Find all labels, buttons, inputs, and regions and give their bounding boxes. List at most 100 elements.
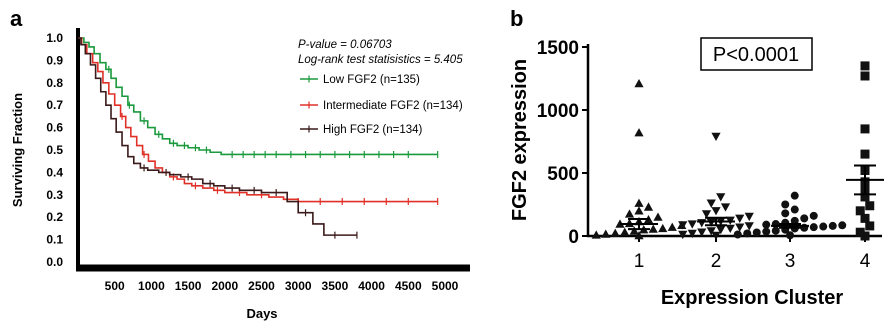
y-axis-label: Surviving Fraction <box>10 93 25 207</box>
x-tick-label: 4000 <box>358 279 385 293</box>
data-point <box>634 231 644 240</box>
data-point <box>634 128 644 137</box>
y-tick-label: 0.1 <box>46 233 63 247</box>
data-point <box>733 230 742 239</box>
data-point <box>735 223 745 232</box>
survival-curve-0 <box>78 37 438 156</box>
group-2 <box>733 191 847 240</box>
data-point <box>762 227 771 236</box>
y-tick-label: 0.7 <box>46 98 63 112</box>
data-point <box>771 226 780 235</box>
panel-letter-a: a <box>10 6 23 31</box>
y-tick-label: 0.0 <box>46 255 63 269</box>
panel-letter-b: b <box>510 6 523 31</box>
data-point <box>838 221 847 230</box>
legend-entry-0: Low FGF2 (n=135) <box>300 74 420 86</box>
data-point <box>601 229 611 238</box>
y-tick-label: 0.3 <box>46 188 63 202</box>
x-tick-label: 1 <box>634 251 645 272</box>
data-point <box>860 192 870 202</box>
data-point <box>678 230 688 240</box>
data-point <box>860 149 870 159</box>
data-point <box>711 207 721 216</box>
x-tick-label: 3500 <box>322 279 349 293</box>
data-point <box>855 206 865 216</box>
data-point <box>752 228 761 237</box>
y-tick-label: 0.5 <box>46 143 63 157</box>
data-point <box>687 229 697 239</box>
data-point <box>743 229 752 238</box>
x-tick-label: 4500 <box>395 279 422 293</box>
data-point <box>678 221 688 230</box>
data-point <box>711 231 721 240</box>
legend-label: Low FGF2 (n=135) <box>323 74 420 86</box>
data-point <box>828 221 837 230</box>
x-tick-label: 2000 <box>211 279 238 293</box>
data-point <box>706 227 716 236</box>
group-1 <box>678 132 754 240</box>
y-axis-label: FGF2 expression <box>509 59 531 221</box>
expression-dot-plot: 0 500 1000 1500 1 2 3 4 Expression Cluster FGF2 e… <box>509 37 884 309</box>
data-point <box>786 231 794 240</box>
data-point <box>624 209 635 218</box>
data-point <box>658 223 668 233</box>
survival-chart: 0.0 0.1 0.2 0.3 0.4 0.5 0.6 0.7 0.8 0.9 1.0 500 1000… <box>10 28 470 321</box>
data-point <box>860 124 870 134</box>
survival-curve-2 <box>78 37 357 236</box>
data-point <box>735 214 745 223</box>
x-tick-label: 1500 <box>175 279 202 293</box>
data-point <box>610 228 620 237</box>
data-point <box>629 226 639 235</box>
data-point <box>634 206 644 215</box>
y-tick-label: 0.4 <box>46 165 63 179</box>
data-point <box>624 218 635 228</box>
data-point <box>687 220 697 229</box>
data-point <box>790 205 799 214</box>
data-point <box>725 224 735 234</box>
data-point <box>744 222 754 231</box>
x-tick-label: 2 <box>711 251 722 272</box>
y-tick-label: 1.0 <box>46 31 63 45</box>
data-point <box>860 231 870 241</box>
data-point <box>667 222 677 231</box>
series-0 <box>78 37 439 158</box>
data-point <box>744 212 754 222</box>
x-tick-label: 4 <box>860 251 871 272</box>
data-point <box>865 201 875 211</box>
x-tick-label: 2500 <box>248 279 275 293</box>
data-point <box>634 78 644 88</box>
x-axis-label: Days <box>246 306 277 321</box>
data-point <box>790 191 799 200</box>
logrank-annotation: Log-rank test statisistics = 5.405 <box>298 54 463 66</box>
data-point <box>648 224 658 233</box>
data-point <box>634 198 644 207</box>
x-tick-label: 5000 <box>432 279 459 293</box>
data-point <box>620 227 630 236</box>
data-point <box>706 199 716 208</box>
y-tick-label: 0.8 <box>46 76 63 90</box>
data-point <box>653 212 663 221</box>
data-point <box>697 219 707 228</box>
y-tick-label: 0.2 <box>46 210 63 224</box>
data-point <box>819 222 828 231</box>
series-2 <box>78 37 358 239</box>
data-point <box>790 216 799 225</box>
x-axis-label: Expression Cluster <box>661 287 844 309</box>
data-point <box>860 213 870 223</box>
data-point <box>809 211 818 220</box>
legend-entry-2: High FGF2 (n=134) <box>300 124 423 136</box>
x-tick-label: 3000 <box>285 279 312 293</box>
data-point <box>781 200 790 209</box>
group-0 <box>591 78 687 240</box>
data-point <box>860 71 870 81</box>
legend-entry-1: Intermediate FGF2 (n=134) <box>300 100 463 112</box>
p-value-annotation: P<0.0001 <box>713 44 799 66</box>
data-point <box>762 220 771 229</box>
legend-label: High FGF2 (n=134) <box>323 124 423 136</box>
data-point <box>643 202 654 211</box>
x-tick-label: 3 <box>785 251 796 272</box>
data-point <box>800 214 809 223</box>
data-point <box>809 223 818 232</box>
